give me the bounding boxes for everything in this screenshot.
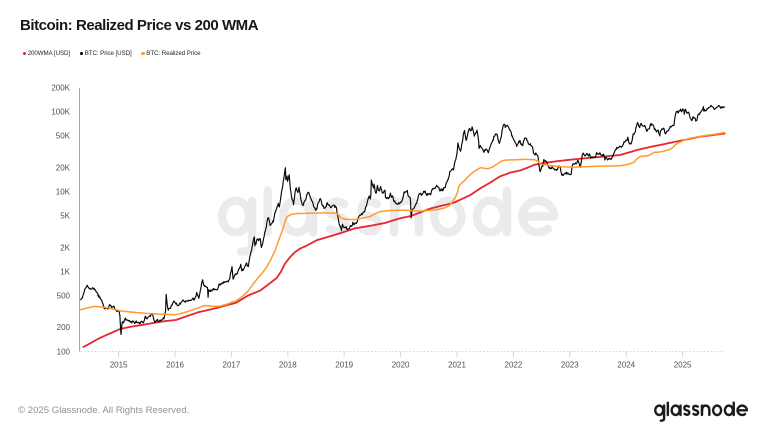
x-axis-label: 2025	[674, 360, 692, 369]
footer-copyright: © 2025 Glassnode. All Rights Reserved.	[18, 404, 190, 416]
y-axis-label: 20K	[56, 163, 71, 172]
glyph	[723, 404, 735, 417]
legend-marker-icon	[141, 51, 145, 56]
chart-title: Bitcoin: Realized Price vs 200 WMA	[20, 17, 259, 34]
legend-label: BTC: Price [USD]	[84, 50, 132, 57]
x-axis-label: 2021	[448, 360, 466, 369]
glyph	[711, 404, 723, 417]
glyph	[518, 196, 559, 237]
x-axis-label: 2024	[617, 360, 635, 369]
glyph	[670, 404, 681, 417]
y-axis-label: 1K	[60, 267, 70, 276]
brand-glyphs	[653, 401, 749, 422]
y-axis-label: 5K	[60, 212, 70, 221]
y-axis-label: 10K	[56, 188, 71, 197]
series-realized-price	[79, 131, 726, 316]
glyph	[430, 196, 466, 237]
glyph	[653, 404, 665, 417]
x-axis-label: 2017	[223, 360, 241, 369]
x-axis-label: 2019	[335, 360, 353, 369]
legend-item[interactable]: BTC: Price [USD]	[79, 50, 132, 57]
legend-label: 200WMA [USD]	[27, 50, 71, 57]
glyph	[659, 404, 666, 422]
series-btc-price	[80, 104, 726, 336]
glyph	[692, 404, 700, 416]
legend-label: BTC: Realized Price	[146, 50, 201, 57]
y-axis-label: 200	[57, 323, 71, 332]
glyph	[736, 404, 749, 417]
glyph	[700, 404, 711, 417]
y-axis-label: 200K	[51, 84, 70, 93]
x-axis-label: 2020	[392, 360, 410, 369]
legend-item[interactable]: BTC: Realized Price	[141, 50, 201, 57]
x-axis-label: 2016	[166, 360, 184, 369]
y-axis-label: 500	[57, 291, 71, 300]
x-axis-label: 2023	[561, 360, 579, 369]
y-axis-label: 2K	[60, 243, 70, 252]
x-axis-label: 2015	[110, 360, 128, 369]
legend-item[interactable]: 200WMA [USD]	[22, 50, 71, 57]
series-200wma	[82, 132, 726, 348]
x-axis-label: 2018	[279, 360, 297, 369]
legend-marker-icon	[22, 51, 26, 56]
y-axis-label: 100	[57, 347, 71, 356]
x-axis-label: 2022	[505, 360, 523, 369]
y-axis-label: 100K	[51, 108, 70, 117]
glyph	[683, 404, 691, 416]
legend-marker-icon	[79, 51, 83, 56]
y-axis-label: 50K	[56, 132, 71, 141]
legend: 200WMA [USD] BTC: Price [USD] BTC: Realize…	[22, 50, 210, 57]
